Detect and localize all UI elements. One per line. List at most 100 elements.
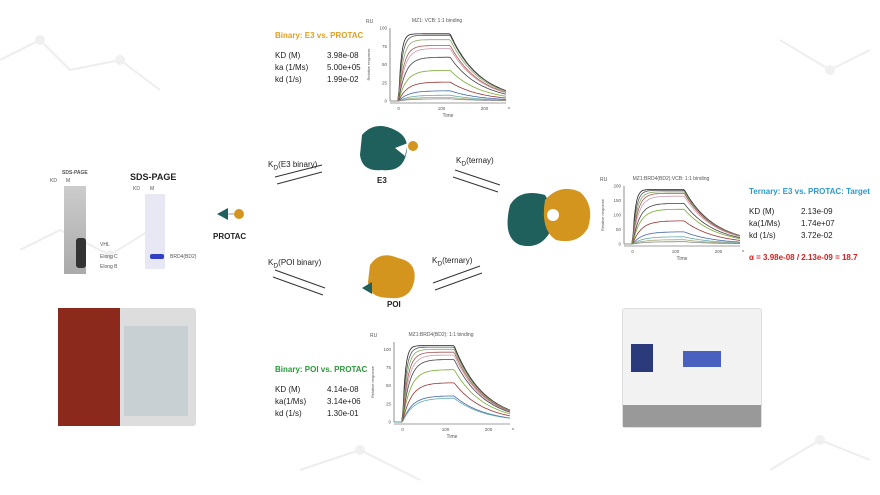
gel2-title: SDS-PAGE (130, 172, 177, 182)
kd-value: 3.98e-08 (327, 51, 359, 60)
y-tick-label: 100 (379, 26, 387, 31)
instrument-base (623, 405, 761, 427)
sensorgram-curve (394, 382, 511, 423)
x-tick-label: 200 (481, 106, 489, 111)
sensorgram-curve (390, 45, 507, 102)
k: K (268, 258, 274, 267)
kd-label: KD (M) (749, 207, 775, 216)
sensorgram-curve (394, 346, 511, 423)
gel2-m: M (150, 186, 155, 192)
sensorgram-curve (394, 351, 511, 423)
k: K (432, 256, 438, 265)
x-unit: s (508, 105, 510, 110)
kd-ternary-label: KD(ternary) (432, 256, 472, 268)
sensorgram-curve (624, 192, 741, 245)
kd-off-value: 1.99e-02 (327, 75, 359, 84)
e3-ligase-icon (360, 126, 418, 171)
x-axis-label: Time (443, 113, 454, 119)
k: K (456, 156, 462, 165)
x-tick-label: 0 (631, 249, 634, 254)
chart-title: MZ1:BRD4(BD2):VCB: 1:1 binding (633, 176, 710, 182)
y-axis-label: Relative response (366, 48, 371, 81)
gel2-lanes (145, 194, 165, 269)
equilibrium-arrows (272, 164, 501, 296)
kd-off-value: 1.30e-01 (327, 409, 359, 418)
gel1-band-vhl: VHL (100, 242, 110, 248)
sensorgram-curve (390, 98, 507, 102)
y-tick-label: 0 (388, 420, 391, 425)
kd-off-label: kd (1/s) (749, 231, 776, 240)
y-tick-label: 0 (618, 242, 621, 247)
ka-value: 3.14e+06 (327, 397, 361, 406)
gel-1: SDS-PAGE KD M VHL Elong C Elong B (50, 170, 135, 275)
kd-label: KD (M) (275, 385, 301, 394)
ternary-kinetics: Ternary: E3 vs. PROTAC: Target KD (M) 2.1… (749, 186, 870, 264)
kd-e3-binary-label: KD(E3 binary) (268, 160, 317, 172)
x-tick-label: 0 (397, 106, 400, 111)
gel1-band-elongc: Elong C (100, 254, 118, 260)
sensorgram-curve (394, 348, 511, 423)
y-tick-label: 200 (613, 184, 621, 189)
y-tick-label: 100 (383, 347, 391, 352)
gel2-kd: KD (133, 186, 140, 192)
y-unit: RU (600, 177, 608, 183)
sensorgram-curve (624, 241, 740, 245)
spr-chart-poi: MZ1:BRD4(BD2): 1:1 binding RU Relative res… (370, 332, 514, 440)
kd-value: 2.13e-09 (801, 207, 833, 216)
sensorgram-curve (394, 359, 511, 423)
y-tick-label: 25 (386, 401, 392, 406)
sensorgram-curve (390, 56, 507, 102)
spr-chart-e3: MZ1: VCB: 1:1 binding RU Relative response… (366, 18, 510, 119)
gel1-band-elongb: Elong B (100, 264, 118, 270)
sensorgram-curve (624, 203, 741, 245)
instrument-window (683, 351, 721, 367)
sensorgram-curve (390, 94, 506, 102)
gel1-m: M (66, 178, 71, 184)
instrument-screen (631, 344, 653, 372)
instrument-glass (124, 326, 188, 416)
spr-chart-ternary: MZ1:BRD4(BD2):VCB: 1:1 binding RU Relative… (600, 176, 744, 262)
protac-molecule-icon (217, 208, 244, 220)
poi-label: POI (387, 300, 401, 309)
x-tick-label: 200 (715, 249, 723, 254)
kd-value: 4.14e-08 (327, 385, 359, 394)
k: K (268, 160, 274, 169)
binary-poi-title: Binary: POI vs. PROTAC (275, 365, 368, 374)
ka-value: 5.00e+05 (327, 63, 361, 72)
cooperativity-alpha: α = 3.98e-08 / 2.13e-09 = 18.7 (749, 253, 858, 262)
y-tick-label: 50 (616, 227, 622, 232)
spr-instrument (622, 308, 762, 428)
gel1-band (76, 238, 86, 268)
chart-title: MZ1:BRD4(BD2): 1:1 binding (408, 332, 473, 338)
sensorgram-curve (390, 97, 506, 102)
x-tick-label: 100 (672, 249, 680, 254)
y-unit: RU (370, 333, 378, 339)
sensorgram-curve (390, 70, 507, 102)
sensorgram-curve (390, 90, 507, 102)
sensorgram-curve (394, 354, 511, 423)
x-tick-label: 100 (438, 106, 446, 111)
kd-off-label: kd (1/s) (275, 75, 302, 84)
kd-off-value: 3.72e-02 (801, 231, 833, 240)
binary-e3-kinetics: Binary: E3 vs. PROTAC KD (M) 3.98e-08 ka … (275, 30, 363, 86)
y-axis-label: Relative response (600, 198, 605, 231)
sensorgram-curve (390, 39, 507, 102)
t: (POI binary) (278, 258, 322, 267)
x-axis-label: Time (447, 434, 458, 440)
e3-label: E3 (377, 176, 387, 185)
instrument-red-panel (58, 308, 120, 426)
protac-label: PROTAC (213, 232, 247, 241)
sensorgram-curve (390, 48, 507, 102)
sensorgram-curve (624, 220, 741, 245)
sub: D (273, 262, 279, 270)
poi-icon (362, 255, 415, 299)
binary-poi-kinetics: Binary: POI vs. PROTAC KD (M) 4.14e-08 ka… (275, 364, 367, 420)
gel2-band-label: BRD4(BD2) (170, 254, 197, 260)
t: (ternay) (466, 156, 494, 165)
ka-value: 1.74e+07 (801, 219, 835, 228)
y-tick-label: 75 (386, 365, 392, 370)
protein-purification-instrument (58, 308, 196, 426)
sub: D (437, 260, 443, 268)
kd-poi-binary-label: KD(POI binary) (268, 258, 321, 270)
